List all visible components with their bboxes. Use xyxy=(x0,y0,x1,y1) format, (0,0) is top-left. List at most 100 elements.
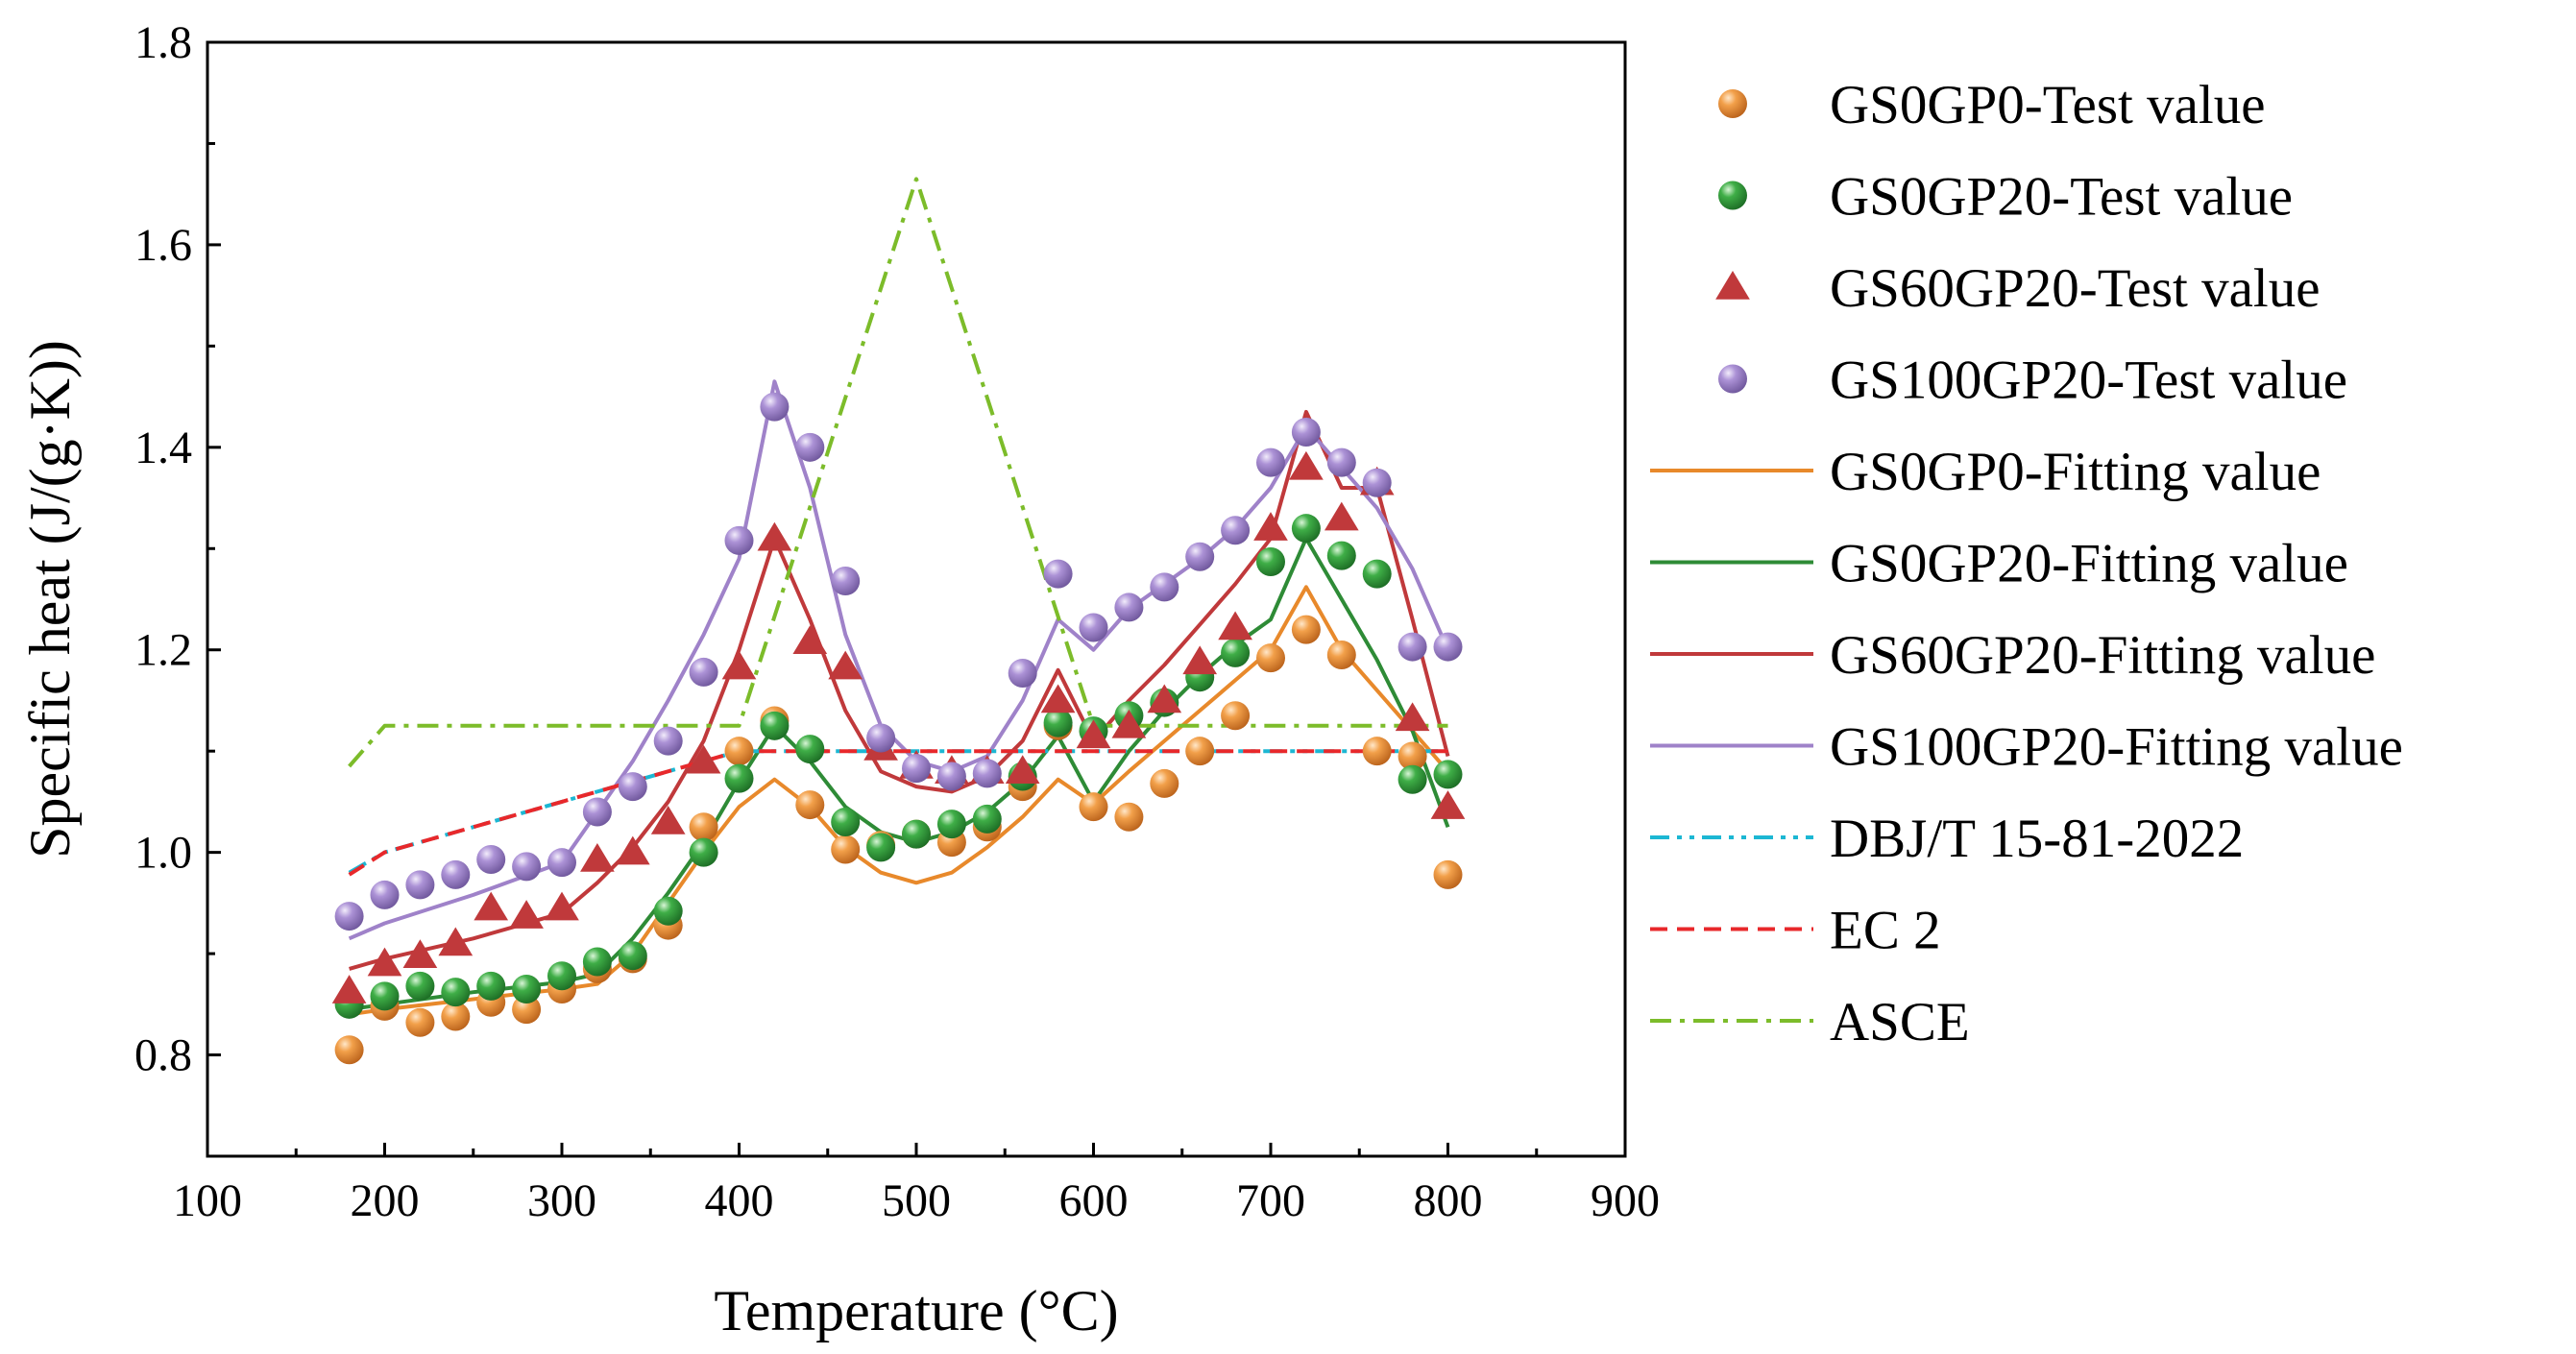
data-point xyxy=(547,848,576,878)
data-point xyxy=(1218,611,1252,641)
data-point xyxy=(1362,468,1392,497)
data-point xyxy=(512,995,542,1025)
legend-item: GS0GP20-Test value xyxy=(1718,167,2293,228)
data-point xyxy=(902,754,931,784)
legend-label: EC 2 xyxy=(1830,901,1941,961)
data-point xyxy=(686,744,721,774)
data-point xyxy=(441,859,471,889)
legend-label: ASCE xyxy=(1830,992,1970,1052)
data-point xyxy=(1291,418,1321,447)
legend-label: GS0GP0-Fitting value xyxy=(1830,442,2321,502)
data-point xyxy=(547,961,576,991)
data-point xyxy=(1040,684,1076,713)
data-point xyxy=(580,843,615,872)
y-tick-label: 1.0 xyxy=(134,828,192,879)
data-point xyxy=(760,392,790,422)
data-point xyxy=(1256,643,1285,673)
data-point xyxy=(1008,658,1037,688)
data-point xyxy=(724,737,754,766)
data-point xyxy=(757,521,792,551)
data-point xyxy=(1430,790,1466,819)
data-point xyxy=(476,845,506,875)
data-point xyxy=(1221,638,1251,667)
data-point xyxy=(1182,645,1218,675)
series-line-gs60gp20-fitting-value xyxy=(349,409,1450,971)
data-point xyxy=(724,525,754,555)
x-tick-label: 800 xyxy=(1414,1175,1483,1226)
series-gs0gp0-test-value xyxy=(334,615,1463,1065)
data-point xyxy=(1433,632,1463,662)
data-point xyxy=(1079,792,1108,822)
data-point xyxy=(1397,632,1427,662)
data-point xyxy=(370,981,400,1011)
legend-item: GS100GP20-Fitting value xyxy=(1650,717,2403,778)
data-point xyxy=(1433,859,1463,889)
series-line-gs0gp20-fitting-value xyxy=(349,536,1450,1012)
x-axis-label: Temperature (°C) xyxy=(714,1279,1118,1342)
data-point xyxy=(1114,802,1144,832)
data-point xyxy=(972,804,1002,834)
data-point xyxy=(972,759,1002,788)
data-point xyxy=(795,790,825,820)
data-point xyxy=(1291,615,1321,644)
legend-item: GS100GP20-Test value xyxy=(1718,351,2347,411)
data-point xyxy=(689,657,718,687)
data-point xyxy=(367,947,402,977)
data-point xyxy=(689,837,718,867)
legend-label: GS0GP20-Fitting value xyxy=(1830,534,2348,594)
legend-label: GS60GP20-Test value xyxy=(1830,258,2321,319)
data-point xyxy=(334,1035,364,1065)
data-point xyxy=(582,947,612,977)
data-point xyxy=(1150,572,1179,602)
data-point xyxy=(1185,542,1215,571)
data-point xyxy=(1291,514,1321,544)
legend-marker xyxy=(1718,181,1747,210)
data-point xyxy=(441,1002,471,1031)
series-line-ec-2 xyxy=(348,749,1448,877)
legend-item: EC 2 xyxy=(1650,901,1941,961)
legend-marker xyxy=(1715,271,1750,300)
y-tick-label: 0.8 xyxy=(134,1030,192,1081)
data-point xyxy=(441,978,471,1007)
data-point xyxy=(721,650,757,680)
data-point xyxy=(936,810,966,839)
x-tick-label: 200 xyxy=(351,1175,420,1226)
data-point xyxy=(1221,516,1251,545)
data-point xyxy=(1253,512,1288,541)
legend-marker xyxy=(1718,89,1747,118)
data-point xyxy=(1111,709,1147,738)
legend-label: GS60GP20-Fitting value xyxy=(1830,625,2375,686)
data-point xyxy=(653,896,683,926)
series-line-asce xyxy=(348,177,1448,768)
data-point xyxy=(1076,719,1111,749)
legend-label: GS100GP20-Test value xyxy=(1830,351,2347,411)
legend-item: GS60GP20-Fitting value xyxy=(1650,625,2375,686)
data-point xyxy=(1256,447,1285,477)
data-point xyxy=(615,835,650,865)
test-value-markers xyxy=(331,392,1466,1065)
data-point xyxy=(1397,764,1427,794)
data-point xyxy=(331,975,367,1003)
data-point xyxy=(618,772,647,802)
legend-label: GS0GP0-Test value xyxy=(1830,75,2266,135)
data-point xyxy=(405,870,435,900)
y-axis: 0.8 1.0 1.2 1.4 1.6 1.8 xyxy=(134,17,221,1158)
data-point xyxy=(828,650,863,680)
data-point xyxy=(1326,447,1356,477)
data-point xyxy=(474,891,509,921)
data-point xyxy=(405,971,435,1001)
legend-item: GS0GP0-Test value xyxy=(1718,75,2266,135)
data-point xyxy=(650,806,686,834)
series-line-dbj-t-15-81-2022 xyxy=(348,749,1448,875)
data-point xyxy=(509,900,544,929)
x-tick-label: 500 xyxy=(882,1175,951,1226)
data-point xyxy=(1043,708,1073,737)
y-tick-label: 1.4 xyxy=(134,423,192,473)
data-point xyxy=(1114,592,1144,622)
data-point xyxy=(795,432,825,462)
data-point xyxy=(438,927,474,956)
fitting-lines xyxy=(348,177,1450,1017)
data-point xyxy=(1150,768,1179,798)
data-point xyxy=(760,711,790,740)
data-point xyxy=(402,939,438,968)
